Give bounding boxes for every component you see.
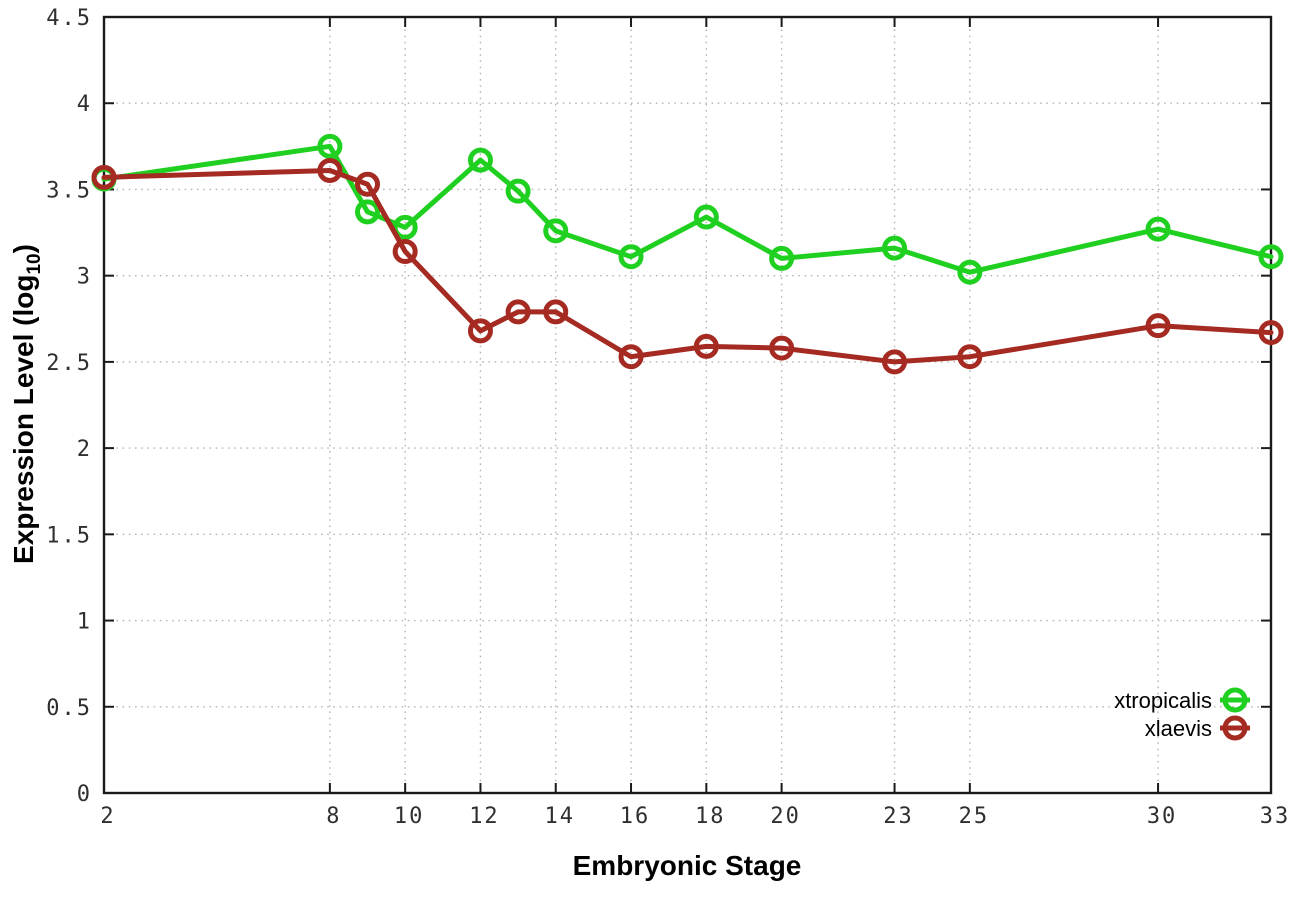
data-point-marker-xtropicalis xyxy=(1145,216,1171,242)
x-tick-label: 30 xyxy=(1147,804,1178,829)
data-point-marker-xlaevis xyxy=(392,239,418,265)
data-point-marker-xlaevis xyxy=(543,299,569,325)
x-tick-label: 10 xyxy=(394,804,425,829)
y-tick-label: 0.5 xyxy=(46,696,92,721)
y-tick-label: 0 xyxy=(77,782,92,807)
data-point-marker-xlaevis xyxy=(91,164,117,190)
y-tick-label: 3 xyxy=(77,265,92,290)
data-point-marker-xtropicalis xyxy=(1258,244,1284,270)
x-tick-label: 25 xyxy=(959,804,990,829)
data-point-marker-xlaevis xyxy=(882,349,908,375)
data-point-marker-xtropicalis xyxy=(769,245,795,271)
y-tick-label: 1 xyxy=(77,610,92,635)
y-axis-title-subscript: 10 xyxy=(23,253,45,275)
x-tick-label: 12 xyxy=(469,804,500,829)
series-line-xlaevis xyxy=(101,167,1274,365)
y-tick-label: 4 xyxy=(77,92,92,117)
x-axis-title-text: Embryonic Stage xyxy=(572,850,802,881)
legend-sample-marker-xlaevis xyxy=(1222,715,1248,741)
data-point-marker-xlaevis xyxy=(467,318,493,344)
y-tick-label: 1.5 xyxy=(46,523,92,548)
data-point-marker-xtropicalis xyxy=(467,147,493,173)
data-point-marker-xlaevis xyxy=(769,335,795,361)
legend-sample-marker-xtropicalis xyxy=(1222,687,1248,713)
data-point-marker-xlaevis xyxy=(317,157,343,183)
data-point-marker-xlaevis xyxy=(355,171,381,197)
x-tick-label: 18 xyxy=(695,804,726,829)
data-point-marker-xtropicalis xyxy=(317,133,343,159)
data-point-marker-xlaevis xyxy=(957,344,983,370)
y-axis-title-suffix: ) xyxy=(8,244,40,254)
y-axis-title: Expression Level (log10) xyxy=(8,244,46,564)
legend-label-xtropicalis: xtropicalis xyxy=(1114,688,1212,713)
data-point-marker-xtropicalis xyxy=(957,259,983,285)
data-point-marker-xlaevis xyxy=(618,344,644,370)
y-tick-label: 2 xyxy=(77,437,92,462)
plot-border xyxy=(102,15,1273,795)
data-point-marker-xtropicalis xyxy=(355,199,381,225)
x-axis-title: Embryonic Stage xyxy=(573,850,802,882)
x-tick-label: 33 xyxy=(1260,804,1291,829)
legend-label-xlaevis: xlaevis xyxy=(1145,716,1212,741)
y-axis-title-text: Expression Level (log xyxy=(8,274,40,564)
data-point-marker-xtropicalis xyxy=(505,178,531,204)
data-point-marker-xtropicalis xyxy=(882,235,908,261)
data-point-marker-xtropicalis xyxy=(392,214,418,240)
x-tick-label: 14 xyxy=(544,804,575,829)
x-tick-label: 23 xyxy=(883,804,914,829)
y-tick-label: 3.5 xyxy=(46,178,92,203)
x-tick-label: 2 xyxy=(100,804,115,829)
series-line-xtropicalis xyxy=(101,143,1274,275)
data-point-marker-xlaevis xyxy=(1258,320,1284,346)
data-point-marker-xlaevis xyxy=(505,299,531,325)
y-tick-label: 2.5 xyxy=(46,351,92,376)
data-point-marker-xlaevis xyxy=(693,333,719,359)
x-tick-label: 16 xyxy=(620,804,651,829)
data-point-marker-xtropicalis xyxy=(618,244,644,270)
data-point-marker-xtropicalis xyxy=(543,218,569,244)
y-tick-label: 4.5 xyxy=(46,6,92,31)
x-tick-label: 20 xyxy=(770,804,801,829)
data-point-marker-xlaevis xyxy=(1145,313,1171,339)
data-point-marker-xtropicalis xyxy=(693,204,719,230)
x-tick-label: 8 xyxy=(326,804,341,829)
